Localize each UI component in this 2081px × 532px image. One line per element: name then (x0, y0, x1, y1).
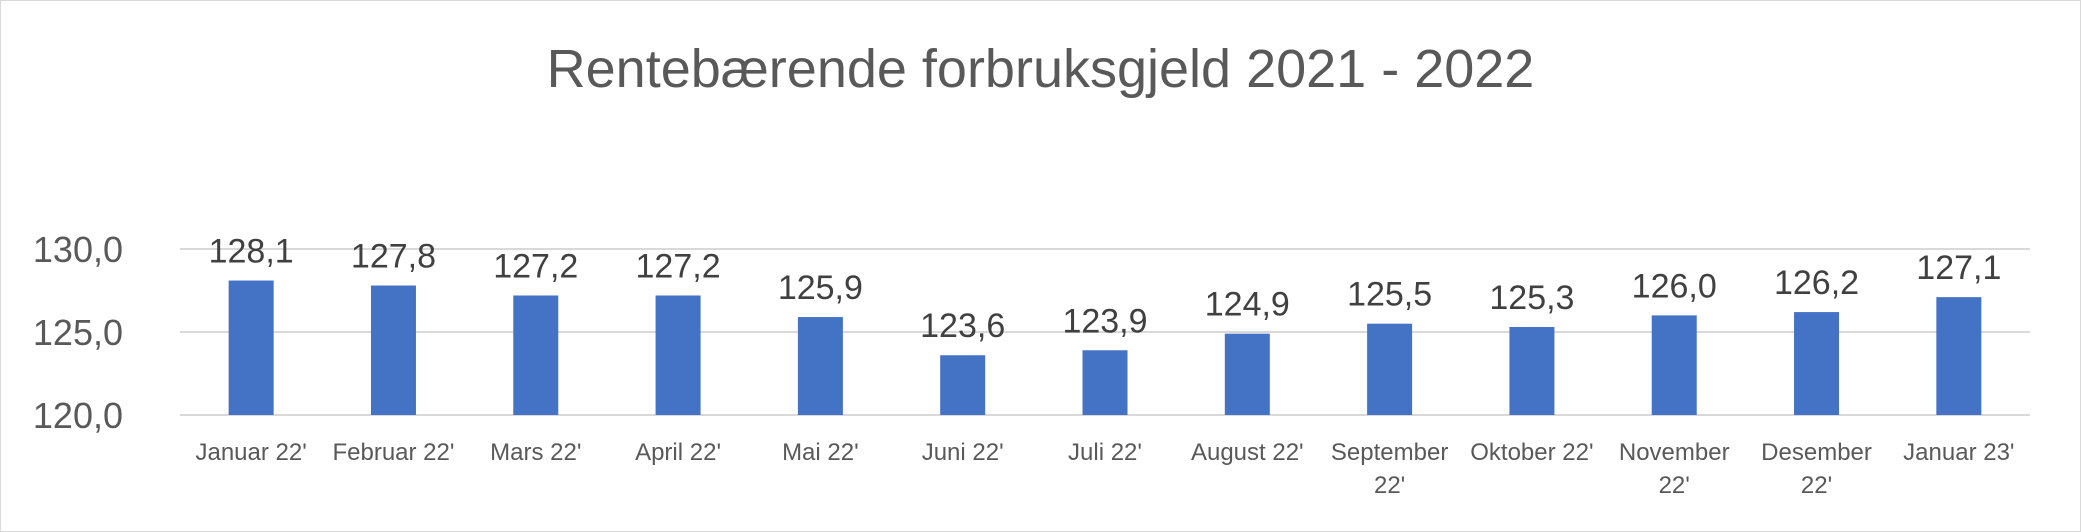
bar (513, 295, 559, 415)
x-tick-label: Mai 22' (782, 439, 859, 466)
chart-title: Rentebærende forbruksgjeld 2021 - 2022 (546, 39, 1535, 99)
x-tick-label: Oktober 22' (1470, 439, 1593, 466)
data-label: 123,6 (920, 307, 1005, 345)
data-label: 127,2 (636, 247, 721, 285)
y-tick-label: 125,0 (33, 312, 123, 353)
data-label: 125,5 (1347, 276, 1432, 314)
bar (1367, 323, 1413, 415)
y-tick-label: 120,0 (33, 395, 123, 436)
x-tick-label: Juli 22' (1068, 439, 1142, 466)
data-label: 125,3 (1489, 279, 1574, 317)
x-tick-label: September 22' (1331, 439, 1448, 499)
x-tick-label: Desember 22' (1761, 439, 1872, 499)
x-tick-label: Mars 22' (490, 439, 581, 466)
x-tick-label: November 22' (1619, 439, 1730, 499)
y-tick-label: 130,0 (33, 229, 123, 270)
x-tick-label: Februar 22' (332, 439, 454, 466)
data-label: 126,2 (1774, 264, 1859, 302)
x-tick-label: Januar 22' (195, 439, 306, 466)
bar (940, 355, 986, 415)
data-label: 124,9 (1205, 286, 1290, 324)
bar (1651, 315, 1697, 415)
bar (370, 285, 416, 415)
bar (797, 317, 843, 415)
data-label: 123,9 (1062, 302, 1147, 340)
data-label: 127,2 (493, 247, 578, 285)
bar (1509, 327, 1555, 415)
bar (228, 280, 274, 415)
data-label: 127,1 (1916, 249, 2001, 287)
bar (1794, 312, 1840, 415)
data-label: 126,0 (1632, 267, 1717, 305)
data-label: 127,8 (351, 238, 436, 276)
x-tick-label: Juni 22' (922, 439, 1004, 466)
data-label: 125,9 (778, 269, 863, 307)
bar (1224, 333, 1270, 415)
x-tick-label: August 22' (1191, 439, 1304, 466)
bar (1936, 297, 1982, 415)
bar (1082, 350, 1128, 415)
x-tick-label: Januar 23' (1903, 439, 2014, 466)
data-label: 128,1 (209, 233, 294, 271)
bar (655, 295, 701, 415)
x-tick-label: April 22' (635, 439, 721, 466)
